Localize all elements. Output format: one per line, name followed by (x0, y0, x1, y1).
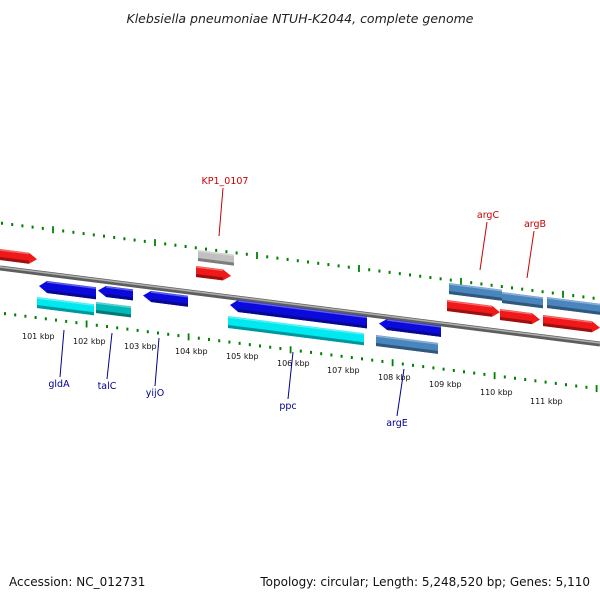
kbp-scale-labels: 101 kbp 102 kbp 103 kbp 104 kbp 105 kbp 106 k… (22, 332, 563, 406)
genome-summary-text: Topology: circular; Length: 5,248,520 bp… (259, 575, 590, 589)
gene-label: argC (477, 210, 500, 221)
map-title: Klebsiella pneumoniae NTUH-K2044, comple… (127, 11, 474, 26)
gene-label-leader (107, 333, 112, 379)
gene-label: argE (386, 418, 408, 429)
gene-label-leader (60, 330, 64, 377)
kbp-label: 109 kbp (429, 380, 462, 389)
gene-label: talC (98, 381, 117, 392)
gene-label-leader (480, 222, 487, 270)
gene-label: KP1_0107 (202, 176, 249, 187)
gene-label: argB (524, 219, 546, 230)
inner-tick-track (5, 312, 597, 392)
kbp-label: 110 kbp (480, 388, 513, 397)
accession-text: Accession: NC_012731 (9, 575, 145, 589)
kbp-label: 108 kbp (378, 373, 411, 382)
kbp-label: 101 kbp (22, 332, 55, 341)
kbp-label: 111 kbp (530, 397, 563, 406)
kbp-label: 102 kbp (73, 337, 106, 346)
kbp-label: 106 kbp (277, 359, 310, 368)
kbp-label: 105 kbp (226, 352, 259, 361)
kbp-label: 103 kbp (124, 342, 157, 351)
gene-label: gldA (48, 379, 70, 390)
gene-label: ppc (279, 401, 296, 412)
gene-label-leader (219, 188, 223, 236)
gene-labels: gldA talC yijO ppc argE KP1_0107 argC argB (48, 176, 546, 429)
gene-label: yijO (146, 388, 164, 399)
genome-map: Klebsiella pneumoniae NTUH-K2044, comple… (0, 0, 600, 600)
kbp-label: 107 kbp (327, 366, 360, 375)
kbp-label: 104 kbp (175, 347, 208, 356)
gene-label-leader (527, 231, 534, 278)
